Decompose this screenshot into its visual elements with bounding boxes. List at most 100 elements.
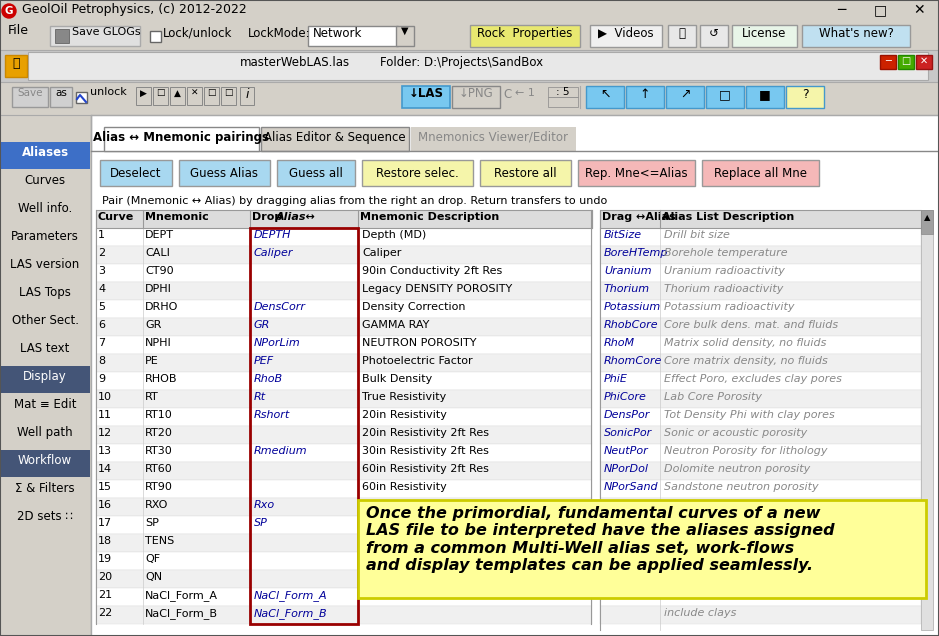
Bar	[578, 160, 695, 186]
Bar	[600, 516, 921, 534]
Text: NaCl_Form_A: NaCl_Form_A	[145, 590, 218, 601]
Bar	[96, 210, 592, 228]
Text: RT60: RT60	[145, 464, 173, 474]
Text: License: License	[743, 27, 787, 40]
Text: QN: QN	[145, 572, 162, 582]
Bar	[96, 282, 592, 300]
Text: Borehole temperature: Borehole temperature	[664, 248, 788, 258]
Text: 12: 12	[98, 428, 112, 438]
Bar	[96, 462, 592, 480]
Bar	[362, 160, 473, 186]
Bar	[1, 310, 90, 337]
Text: Well path: Well path	[17, 426, 73, 439]
Text: RHOB: RHOB	[145, 374, 177, 384]
Text: Curves: Curves	[24, 174, 66, 187]
Text: Aliases: Aliases	[22, 146, 69, 159]
Text: DEPT: DEPT	[145, 230, 174, 240]
Text: NPorLim: NPorLim	[254, 338, 300, 348]
Text: Sonic or acoustic porosity: Sonic or acoustic porosity	[664, 428, 808, 438]
Text: Drop: Drop	[252, 212, 286, 222]
Text: Sandstone neutron porosity: Sandstone neutron porosity	[664, 482, 819, 492]
Text: □: □	[719, 88, 731, 101]
Bar	[746, 86, 784, 108]
Bar	[250, 228, 358, 624]
Text: DensCorr: DensCorr	[254, 302, 306, 312]
Text: Workflow: Workflow	[18, 454, 72, 467]
Bar	[96, 372, 592, 390]
Text: RhoM: RhoM	[604, 338, 635, 348]
Text: Bulk Density: Bulk Density	[362, 374, 432, 384]
Text: RhomCore: RhomCore	[604, 356, 662, 366]
Text: SP: SP	[145, 518, 159, 528]
Text: ▶  Videos: ▶ Videos	[598, 27, 654, 40]
Bar	[96, 300, 592, 318]
Bar	[1, 422, 90, 449]
Text: ▼: ▼	[401, 26, 408, 36]
Text: PE: PE	[145, 356, 159, 366]
Text: Alias Editor & Sequence: Alias Editor & Sequence	[264, 131, 406, 144]
Text: Compressional sonic transit time: Compressional sonic transit time	[664, 500, 847, 510]
Bar	[187, 87, 202, 105]
Text: 2: 2	[98, 248, 105, 258]
Circle shape	[2, 4, 16, 18]
Bar	[96, 426, 592, 444]
Bar	[600, 552, 921, 570]
Bar	[470, 25, 580, 47]
Text: Mnemonic: Mnemonic	[145, 212, 208, 222]
Bar	[1, 450, 90, 477]
Bar	[600, 282, 921, 300]
Text: i: i	[245, 88, 249, 101]
Text: Photoelectric Factor: Photoelectric Factor	[362, 356, 472, 366]
Text: Core bulk dens. mat. and fluids: Core bulk dens. mat. and fluids	[664, 320, 839, 330]
Text: Uranium radioactivity: Uranium radioactivity	[664, 266, 785, 276]
Text: t. pore space: t. pore space	[664, 554, 737, 564]
Bar	[96, 318, 592, 336]
Text: RT: RT	[145, 392, 159, 402]
Text: ↓LAS: ↓LAS	[408, 87, 443, 100]
Text: Parameters: Parameters	[11, 230, 79, 243]
Bar	[96, 570, 592, 588]
Text: Σ & Filters: Σ & Filters	[15, 482, 75, 495]
Bar	[626, 86, 664, 108]
Bar	[786, 86, 824, 108]
Text: 15: 15	[98, 482, 112, 492]
Bar	[600, 426, 921, 444]
Bar	[600, 354, 921, 372]
Bar	[91, 151, 939, 636]
Text: LAS text: LAS text	[21, 342, 69, 355]
Bar	[96, 498, 592, 516]
Bar	[1, 282, 90, 309]
Text: NEUTRON POROSITY: NEUTRON POROSITY	[362, 338, 476, 348]
Text: 22: 22	[98, 608, 113, 618]
Text: 20in Resistivity 2ft Res: 20in Resistivity 2ft Res	[362, 428, 489, 438]
Text: Rxo: Rxo	[254, 500, 275, 510]
Text: PEF: PEF	[254, 356, 274, 366]
Text: DensPor: DensPor	[604, 410, 651, 420]
Text: File: File	[8, 24, 29, 36]
Text: DEPTH: DEPTH	[254, 230, 291, 240]
Bar	[28, 52, 928, 80]
Bar	[55, 29, 69, 43]
Text: unlock: unlock	[90, 87, 127, 97]
Bar	[586, 86, 624, 108]
Text: □: □	[873, 3, 886, 17]
Text: CALI: CALI	[145, 248, 170, 258]
Text: Mnemonics Viewer/Editor: Mnemonics Viewer/Editor	[418, 131, 568, 144]
Text: Caliper: Caliper	[362, 248, 401, 258]
Text: 60in Resistivity: 60in Resistivity	[362, 482, 447, 492]
Bar	[590, 25, 662, 47]
Text: ?: ?	[802, 88, 808, 101]
Text: ↓PNG: ↓PNG	[458, 87, 493, 100]
Text: Rmedium: Rmedium	[254, 446, 308, 456]
Text: Drill bit size: Drill bit size	[664, 230, 730, 240]
Text: Alias↔: Alias↔	[276, 212, 316, 222]
Bar	[96, 516, 592, 534]
Bar	[0, 22, 939, 50]
Text: Restore all: Restore all	[494, 167, 557, 180]
Text: Rt: Rt	[254, 392, 266, 402]
Text: Replace all Mne: Replace all Mne	[714, 167, 807, 180]
Text: □: □	[224, 88, 233, 97]
Bar	[76, 92, 87, 103]
Bar	[1, 506, 90, 533]
Bar	[0, 50, 939, 82]
